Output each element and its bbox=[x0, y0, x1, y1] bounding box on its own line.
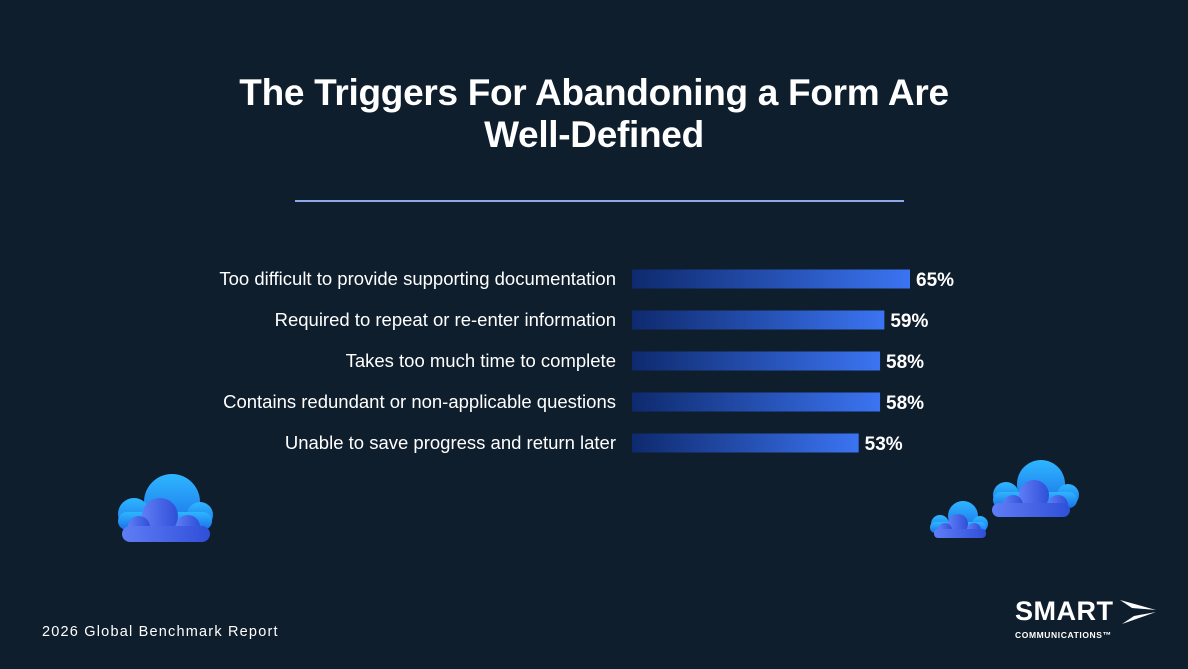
slide-title: The Triggers For Abandoning a Form Are W… bbox=[0, 72, 1188, 156]
value-label: 58% bbox=[886, 393, 924, 414]
value-label: 59% bbox=[890, 311, 928, 332]
cloud-icon bbox=[930, 501, 988, 538]
logo-swoosh-icon bbox=[1120, 600, 1156, 624]
value-label: 58% bbox=[886, 352, 924, 373]
company-logo: SMART COMMUNICATIONS™ bbox=[1012, 596, 1158, 646]
report-footer: 2026 Global Benchmark Report bbox=[42, 624, 279, 640]
cloud-icon bbox=[118, 474, 213, 542]
value-label: 65% bbox=[916, 270, 954, 291]
logo-wordmark: SMART bbox=[1015, 596, 1114, 626]
category-label: Takes too much time to complete bbox=[346, 350, 616, 371]
logo-subtext: COMMUNICATIONS™ bbox=[1015, 630, 1112, 640]
bar bbox=[632, 269, 910, 289]
bars-group: Too difficult to provide supporting docu… bbox=[219, 268, 954, 455]
slide-title-line-1: The Triggers For Abandoning a Form Are bbox=[239, 72, 949, 113]
bar bbox=[632, 433, 859, 453]
value-label: 53% bbox=[865, 434, 903, 455]
category-label: Contains redundant or non-applicable que… bbox=[223, 391, 616, 412]
category-label: Unable to save progress and return later bbox=[285, 432, 616, 453]
bar bbox=[632, 392, 881, 412]
cloud-icon bbox=[992, 460, 1079, 517]
title-divider bbox=[295, 200, 904, 202]
bar bbox=[632, 310, 885, 330]
category-label: Too difficult to provide supporting docu… bbox=[219, 268, 616, 289]
category-label: Required to repeat or re-enter informati… bbox=[275, 309, 616, 330]
bar bbox=[632, 351, 881, 371]
slide-title-line-2: Well-Defined bbox=[484, 114, 704, 155]
